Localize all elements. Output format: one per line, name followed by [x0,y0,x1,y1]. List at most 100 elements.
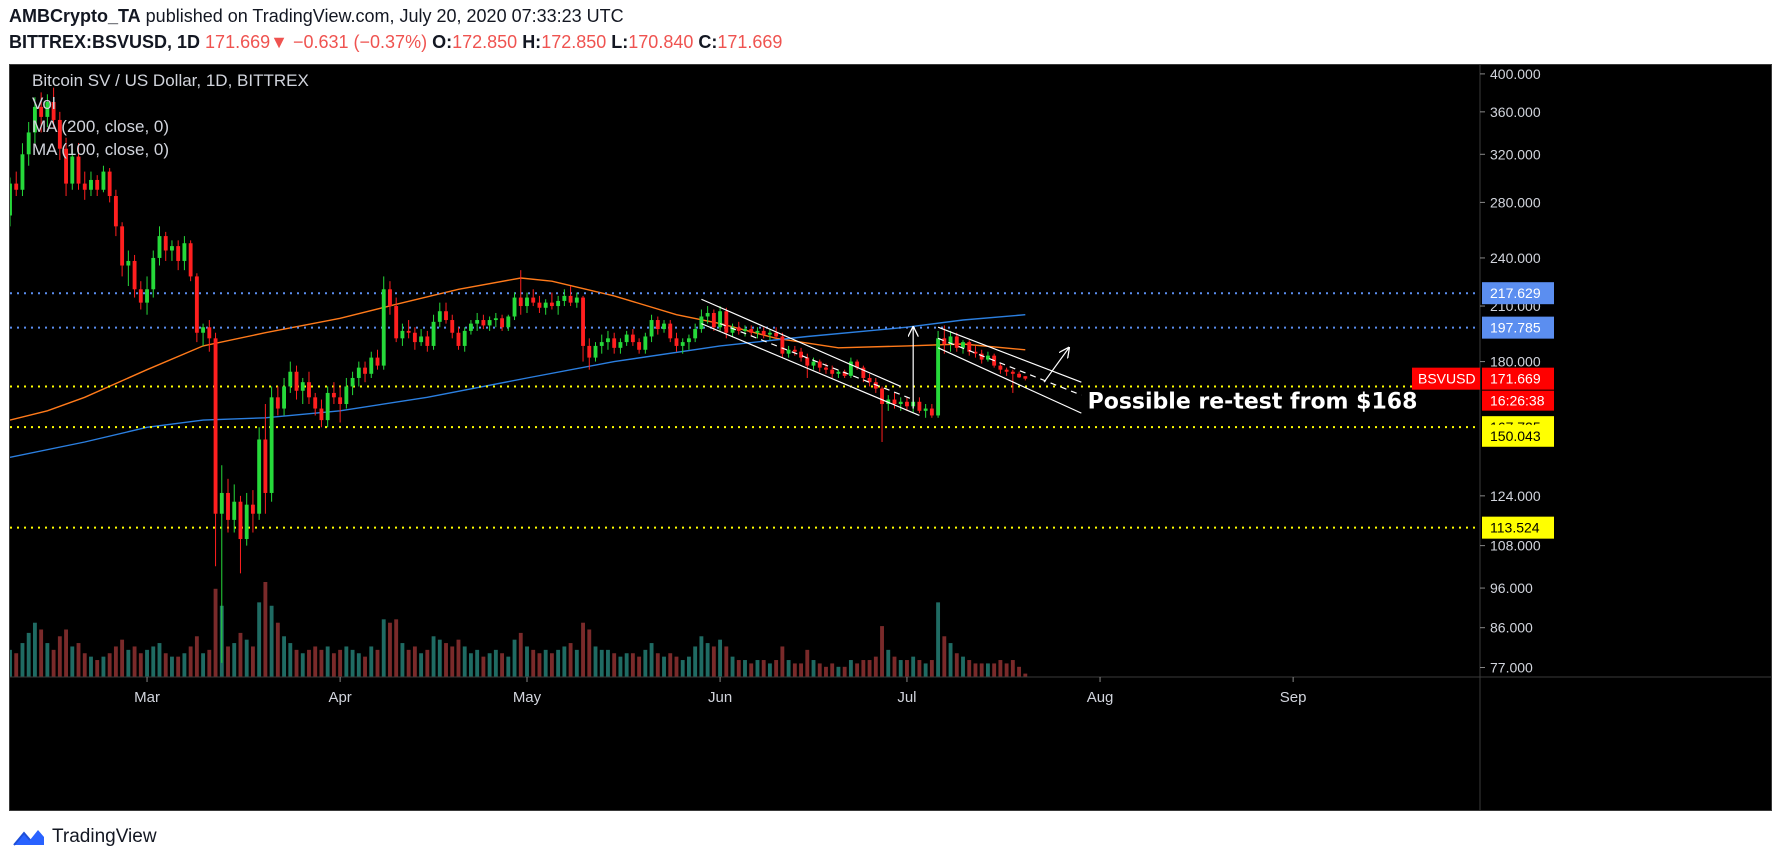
volume-bar [948,643,953,677]
candle-body [680,342,685,346]
candle-body [207,327,212,339]
candle-body [263,439,268,493]
volume-bar [867,660,872,677]
candle-body [792,349,797,352]
volume-bar [606,649,610,677]
annotation-text[interactable]: Possible re-test from $168 [1088,390,1418,415]
candle-body [961,342,965,348]
tradingview-footer[interactable]: TradingView [12,826,157,848]
volume-bar [892,656,897,677]
volume-bar [331,653,336,677]
candle-body [998,365,1003,370]
volume-bar [549,653,554,677]
chart-area[interactable]: Possible re-test from $168 400.000 360.000… [9,64,1772,811]
volume-bar [95,660,100,677]
volume-bar [456,639,461,677]
volume-bar [761,660,766,677]
volume-bar [425,649,430,677]
candle-body [381,289,386,366]
trend-line[interactable] [701,298,901,387]
candle-body [967,342,972,352]
volume-bar [132,646,137,677]
candle-body [525,297,529,307]
volume-bar [767,663,772,677]
volume-bar [269,605,274,677]
volume-bar [525,646,529,677]
candle-body [1023,376,1028,379]
level-price-label-bg [1482,516,1554,539]
trend-line[interactable] [937,326,1082,383]
volume-bar [437,639,442,677]
candle-body [238,501,243,540]
candle-body [331,392,336,398]
candle-body [369,357,374,374]
candle-body [730,327,735,333]
volume-bar [693,646,698,677]
volume-bar [824,666,828,677]
candle-body [705,312,710,317]
drawing-arrow[interactable] [1043,348,1069,383]
trend-line[interactable] [719,323,914,401]
volume-bar [419,653,424,677]
legend-ma200[interactable]: MA (200, close, 0) [32,117,170,136]
level-price-label: 217.629 [1490,285,1541,301]
volume-bar [880,626,884,677]
candle-body [767,332,772,335]
price-chart-svg[interactable]: Possible re-test from $168 400.000 360.000… [10,65,1771,810]
legend-volume[interactable]: Vol [32,94,56,113]
volume-bar [518,632,523,677]
level-price-label-bg [1482,282,1554,305]
candle-body [556,300,561,307]
candle-body [711,312,716,328]
volume-bar [961,656,965,677]
volume-bar [170,656,174,677]
candle-body [568,295,573,303]
volume-bar [811,660,816,677]
volume-bar [487,653,492,677]
volume-bar [325,646,330,677]
volume-bar [26,632,31,677]
volume-bar [462,646,467,677]
volume-bar [805,649,810,677]
volume-bar [51,649,56,677]
volume-bar [780,646,785,677]
candle-body [182,243,187,261]
trend-line[interactable] [701,323,920,417]
volume-bar [905,660,909,677]
volume-bar [674,656,679,677]
volume-bar [244,639,249,677]
current-price-label-bg [1482,367,1554,390]
volume-bar [369,646,374,677]
volume-bar [226,646,230,677]
candle-body [338,397,343,405]
volume-bar [250,646,255,677]
volume-bar [774,660,779,677]
volume-bar [469,653,473,677]
symbol-tag-bg [1412,367,1480,390]
candle-body [444,311,448,321]
volume-bar [799,663,803,677]
candle-body [606,338,610,343]
volume-bar [151,646,156,677]
level-price-label: 197.785 [1490,320,1541,336]
price-tick-label: 96.000 [1490,580,1533,596]
candle-body [942,338,947,345]
volume-bar [188,646,193,677]
time-tick-label: May [513,689,542,706]
candle-body [674,338,679,346]
candle-body [898,401,903,405]
volume-bar [126,649,131,677]
candle-body [811,361,816,366]
volume-bar [412,646,417,677]
trend-line[interactable] [937,347,1082,414]
volume-bar [120,639,125,677]
volume-bar [730,656,735,677]
trend-line[interactable] [937,337,1082,396]
volume-bar [581,622,585,677]
candle-body [213,338,218,514]
price-tick-label: 400.000 [1490,66,1541,82]
volume-bar [232,643,237,677]
candle-body [630,334,635,343]
legend-ma100[interactable]: MA (100, close, 0) [32,140,170,159]
candle-body [624,334,629,343]
